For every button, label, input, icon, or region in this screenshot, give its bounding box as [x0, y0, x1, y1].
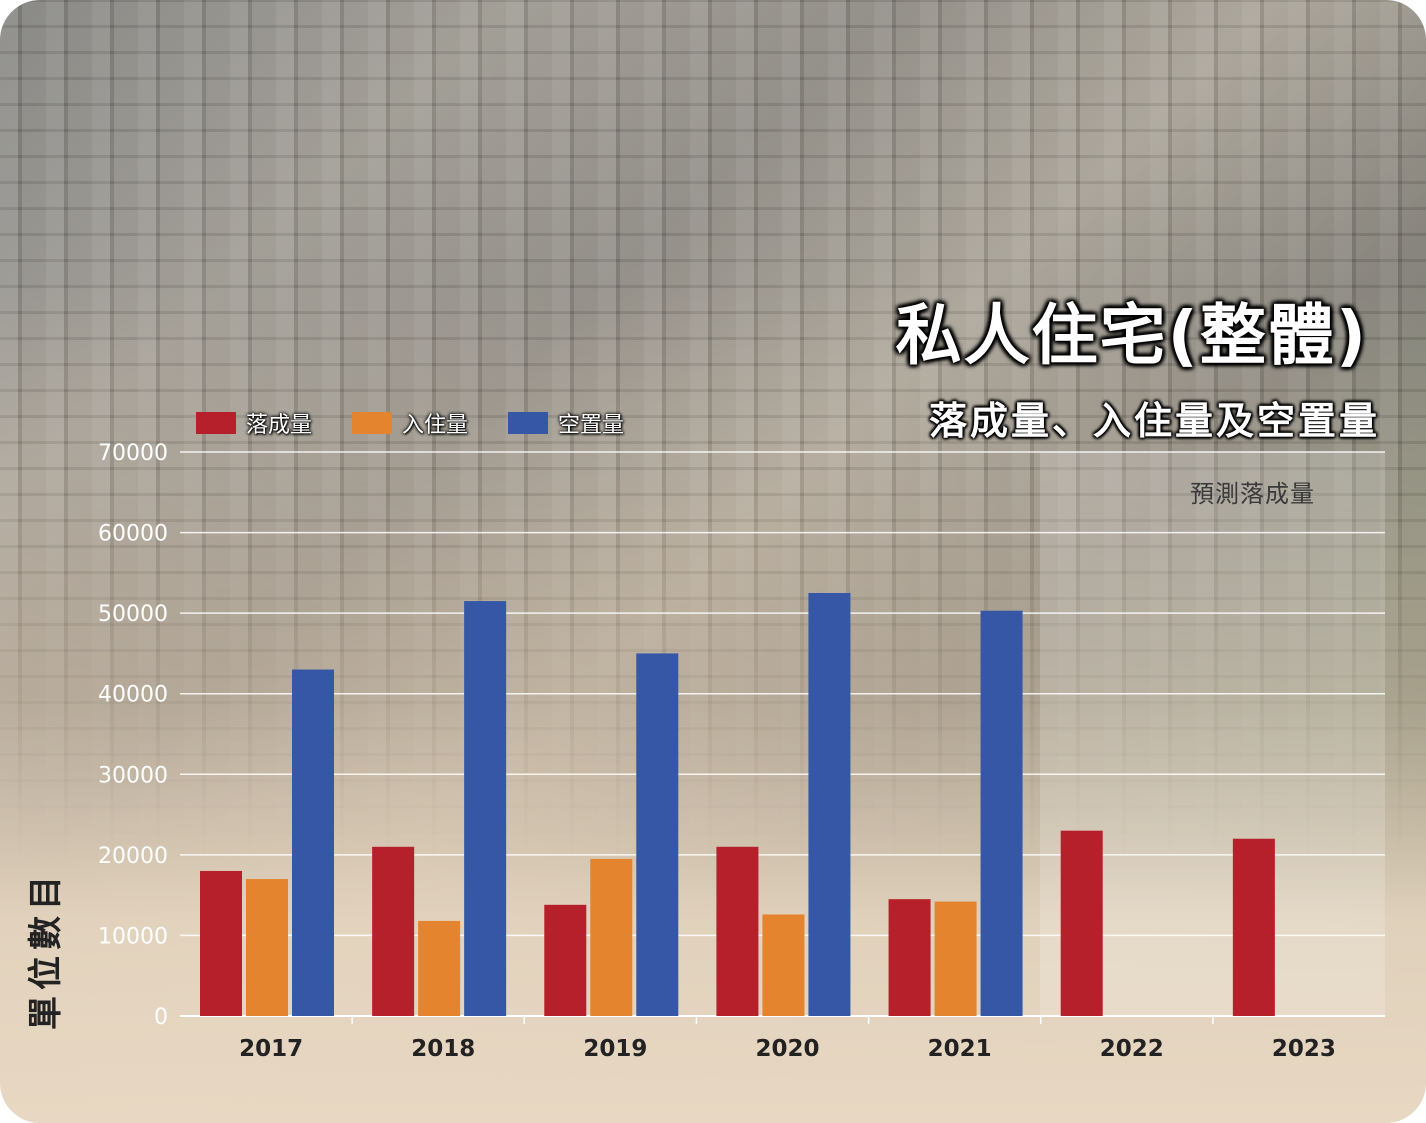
x-tick-label: 2021 — [928, 1036, 992, 1062]
bar-vacancy-2019 — [636, 653, 679, 1016]
x-tick-label: 2020 — [755, 1036, 819, 1062]
legend: 落成量 入住量 空置量 — [196, 407, 664, 439]
bar-vacancy-2017 — [292, 669, 334, 1016]
legend-item-take-up: 入住量 — [352, 407, 468, 439]
legend-swatch-completions — [196, 412, 236, 434]
bar-completions-2022 — [1060, 830, 1103, 1016]
legend-item-vacancy: 空置量 — [508, 407, 624, 439]
bar-vacancy-2021 — [980, 610, 1023, 1016]
y-tick-label: 20000 — [98, 844, 168, 869]
chart-subtitle: 落成量、入住量及空置量 — [928, 399, 1380, 443]
legend-item-completions: 落成量 — [196, 407, 312, 439]
bar-take-up-2017 — [246, 879, 288, 1016]
bar-completions-2021 — [888, 899, 931, 1016]
legend-label-take-up: 入住量 — [402, 413, 469, 438]
bar-completions-2023 — [1232, 838, 1275, 1016]
city-background-photo — [0, 0, 1426, 860]
bar-vacancy-2018 — [464, 601, 507, 1016]
legend-swatch-vacancy — [508, 412, 549, 434]
x-tick-label: 2018 — [411, 1036, 475, 1062]
bar-take-up-2019 — [590, 858, 633, 1016]
bar-take-up-2018 — [418, 920, 461, 1016]
x-tick-label: 2023 — [1272, 1036, 1336, 1062]
x-tick-label: 2017 — [239, 1036, 303, 1062]
bar-take-up-2021 — [934, 901, 977, 1016]
bar-vacancy-2020 — [808, 593, 851, 1016]
forecast-label: 預測落成量 — [1190, 480, 1315, 508]
x-tick-label: 2019 — [583, 1036, 647, 1062]
y-tick-label: 60000 — [98, 522, 168, 547]
bar-completions-2017 — [200, 870, 242, 1016]
bar-completions-2020 — [716, 846, 759, 1016]
bar-completions-2019 — [544, 904, 587, 1016]
legend-swatch-take-up — [352, 412, 393, 434]
y-tick-label: 30000 — [98, 763, 168, 788]
y-tick-label: 0 — [154, 1005, 168, 1030]
y-tick-label: 50000 — [98, 602, 168, 627]
bar-take-up-2020 — [762, 914, 805, 1016]
chart-title: 私人住宅(整體) — [895, 297, 1368, 374]
legend-label-completions: 落成量 — [246, 413, 313, 438]
bar-completions-2018 — [372, 846, 415, 1016]
y-tick-label: 70000 — [98, 441, 168, 466]
legend-label-vacancy: 空置量 — [558, 413, 625, 438]
y-axis-label: 單位數目 — [26, 870, 66, 1030]
x-tick-label: 2022 — [1100, 1036, 1164, 1062]
y-tick-label: 40000 — [98, 683, 168, 708]
y-tick-label: 10000 — [98, 924, 168, 949]
